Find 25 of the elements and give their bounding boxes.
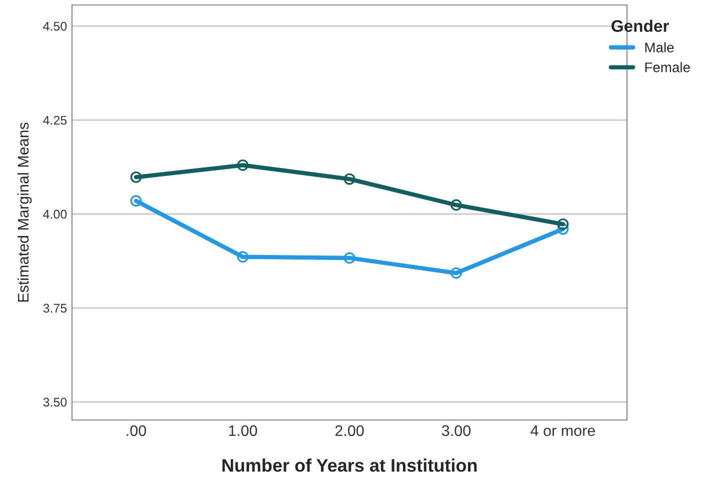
- point: [557, 223, 569, 235]
- y-axis-title: Estimated Marginal Means: [17, 122, 32, 302]
- y-tick-label: 4.25: [43, 116, 67, 125]
- x-tick-label: 4 or more: [530, 425, 595, 436]
- y-tick-label: 4.00: [43, 210, 67, 219]
- point: [237, 159, 248, 171]
- x-axis-title: Number of Years at Institution: [222, 458, 477, 472]
- point: [130, 171, 142, 183]
- point: [344, 173, 356, 185]
- legend-title: Gender: [612, 20, 669, 32]
- point: [237, 251, 248, 263]
- legend-label: Male: [645, 42, 674, 52]
- y-tick-label: 3.50: [43, 398, 67, 407]
- y-tick-label: 3.75: [43, 304, 67, 313]
- point: [130, 195, 142, 207]
- y-tick-label: 4.50: [43, 22, 67, 31]
- x-tick-label: 2.00: [335, 425, 364, 436]
- point: [344, 252, 356, 264]
- x-tick-label: 1.00: [229, 425, 258, 436]
- x-tick-label: .00: [126, 425, 146, 436]
- x-tick-label: 3.00: [442, 425, 470, 436]
- point: [450, 199, 462, 211]
- point: [450, 267, 462, 279]
- point: [557, 218, 569, 230]
- legend-label: Female: [645, 62, 690, 72]
